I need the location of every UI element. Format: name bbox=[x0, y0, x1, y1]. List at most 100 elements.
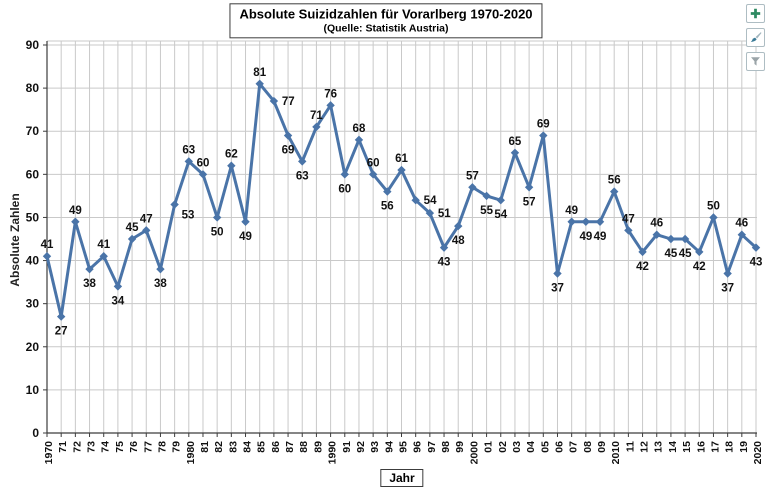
data-label: 63 bbox=[296, 170, 309, 182]
data-label: 54 bbox=[424, 195, 437, 207]
data-point[interactable] bbox=[71, 217, 80, 226]
x-tick-label: 75 bbox=[114, 441, 126, 453]
x-tick-label: 13 bbox=[653, 441, 665, 453]
data-point[interactable] bbox=[269, 96, 279, 106]
data-label: 38 bbox=[154, 278, 167, 290]
data-point[interactable] bbox=[170, 200, 179, 209]
data-point[interactable] bbox=[56, 312, 66, 321]
x-tick-label: 1980 bbox=[185, 441, 197, 465]
data-point[interactable] bbox=[737, 230, 747, 239]
data-point[interactable] bbox=[113, 282, 123, 291]
data-label: 77 bbox=[282, 96, 295, 108]
filter-button[interactable] bbox=[746, 52, 765, 71]
data-point[interactable] bbox=[638, 247, 647, 257]
data-point[interactable] bbox=[581, 217, 591, 226]
data-point[interactable] bbox=[510, 148, 520, 157]
data-point[interactable] bbox=[127, 234, 137, 244]
data-label: 63 bbox=[182, 144, 195, 156]
data-point[interactable] bbox=[610, 187, 619, 196]
data-point[interactable] bbox=[42, 252, 52, 261]
data-point[interactable] bbox=[198, 170, 208, 179]
data-point[interactable] bbox=[723, 269, 732, 278]
data-point[interactable] bbox=[524, 183, 534, 192]
chart-subtitle: (Quelle: Statistik Austria) bbox=[323, 22, 449, 35]
data-point[interactable] bbox=[666, 234, 676, 244]
x-tick-label: 16 bbox=[695, 441, 707, 453]
data-label: 57 bbox=[523, 196, 536, 208]
data-point[interactable] bbox=[751, 243, 761, 252]
data-point[interactable] bbox=[156, 264, 165, 274]
data-point[interactable] bbox=[354, 135, 364, 145]
data-point[interactable] bbox=[99, 252, 108, 261]
data-point[interactable] bbox=[142, 226, 151, 235]
chart-title-box: Absolute Suizidzahlen für Vorarlberg 197… bbox=[229, 3, 543, 39]
data-point[interactable] bbox=[439, 243, 449, 252]
data-point[interactable] bbox=[212, 213, 222, 222]
data-label: 68 bbox=[353, 123, 366, 135]
data-label: 49 bbox=[594, 231, 607, 243]
data-label: 50 bbox=[707, 200, 720, 212]
data-label: 57 bbox=[466, 170, 479, 182]
data-point[interactable] bbox=[680, 234, 690, 244]
data-point[interactable] bbox=[652, 230, 661, 239]
data-point[interactable] bbox=[340, 170, 349, 179]
data-point[interactable] bbox=[709, 213, 718, 222]
brush-button[interactable] bbox=[746, 28, 765, 47]
data-point[interactable] bbox=[595, 217, 605, 226]
x-tick-label: 05 bbox=[539, 441, 551, 453]
data-point[interactable] bbox=[454, 221, 463, 231]
data-point[interactable] bbox=[482, 191, 491, 201]
data-label: 42 bbox=[693, 261, 706, 273]
data-point[interactable] bbox=[326, 101, 335, 110]
data-point[interactable] bbox=[312, 122, 321, 132]
data-point[interactable] bbox=[383, 187, 392, 196]
x-tick-label: 11 bbox=[624, 441, 636, 452]
data-label: 37 bbox=[551, 282, 564, 294]
data-point[interactable] bbox=[227, 161, 236, 170]
data-label: 45 bbox=[126, 222, 139, 234]
x-tick-label: 1970 bbox=[43, 441, 55, 465]
data-point[interactable] bbox=[184, 157, 193, 166]
x-tick-label: 15 bbox=[681, 441, 693, 453]
data-label: 42 bbox=[636, 261, 649, 273]
data-label: 47 bbox=[622, 213, 635, 225]
x-tick-label: 78 bbox=[156, 441, 168, 453]
data-point[interactable] bbox=[298, 157, 307, 166]
data-point[interactable] bbox=[624, 226, 633, 235]
data-point[interactable] bbox=[85, 264, 94, 274]
data-label: 49 bbox=[565, 205, 578, 217]
data-point[interactable] bbox=[539, 131, 548, 140]
data-point[interactable] bbox=[397, 165, 406, 175]
add-button[interactable] bbox=[746, 4, 765, 23]
x-tick-label: 98 bbox=[440, 441, 452, 453]
x-tick-label: 79 bbox=[171, 441, 183, 453]
data-label: 55 bbox=[480, 205, 493, 217]
data-label: 54 bbox=[494, 209, 507, 221]
data-point[interactable] bbox=[695, 247, 704, 257]
x-tick-label: 83 bbox=[227, 441, 239, 453]
data-label: 61 bbox=[395, 153, 408, 165]
data-point[interactable] bbox=[411, 196, 420, 205]
data-point[interactable] bbox=[567, 217, 576, 226]
data-label: 41 bbox=[41, 239, 54, 251]
x-tick-label: 93 bbox=[369, 441, 381, 453]
x-tick-label: 03 bbox=[511, 441, 523, 453]
x-tick-label: 91 bbox=[341, 441, 353, 453]
data-point[interactable] bbox=[368, 170, 378, 179]
x-tick-label: 09 bbox=[596, 441, 608, 453]
funnel-icon bbox=[751, 57, 760, 66]
data-label: 49 bbox=[69, 205, 82, 217]
data-point[interactable] bbox=[468, 183, 477, 192]
data-label: 41 bbox=[97, 239, 110, 251]
data-point[interactable] bbox=[283, 131, 293, 140]
data-point[interactable] bbox=[425, 208, 435, 218]
x-axis-title: Jahr bbox=[380, 469, 424, 487]
data-point[interactable] bbox=[241, 217, 250, 226]
data-point[interactable] bbox=[553, 269, 562, 278]
data-point[interactable] bbox=[255, 79, 264, 88]
x-tick-label: 85 bbox=[256, 441, 268, 453]
data-point[interactable] bbox=[496, 196, 505, 205]
data-label: 43 bbox=[438, 257, 451, 269]
data-label: 43 bbox=[750, 257, 763, 269]
